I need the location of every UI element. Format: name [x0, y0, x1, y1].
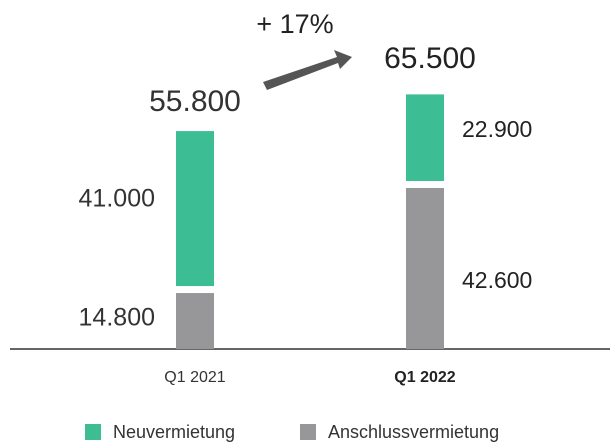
value-label: 14.800	[79, 304, 155, 332]
value-label: 22.900	[462, 116, 532, 142]
x-tick-label: Q1 2022	[394, 369, 455, 386]
bar-segment	[176, 131, 214, 287]
legend-label: Neuvermietung	[113, 422, 235, 442]
growth-arrow	[263, 50, 352, 90]
bar-segment	[176, 293, 214, 349]
bar-segment	[406, 187, 444, 349]
bar-segment	[406, 94, 444, 181]
value-label: 41.000	[79, 185, 155, 213]
growth-annotation: + 17%	[256, 9, 333, 39]
total-label: 55.800	[149, 85, 241, 118]
legend-swatch	[85, 424, 101, 440]
total-label: 65.500	[384, 42, 476, 75]
legend-swatch	[300, 424, 316, 440]
value-label: 42.600	[462, 267, 532, 293]
x-tick-label: Q1 2021	[164, 369, 225, 386]
legend-label: Anschlussvermietung	[328, 422, 499, 442]
